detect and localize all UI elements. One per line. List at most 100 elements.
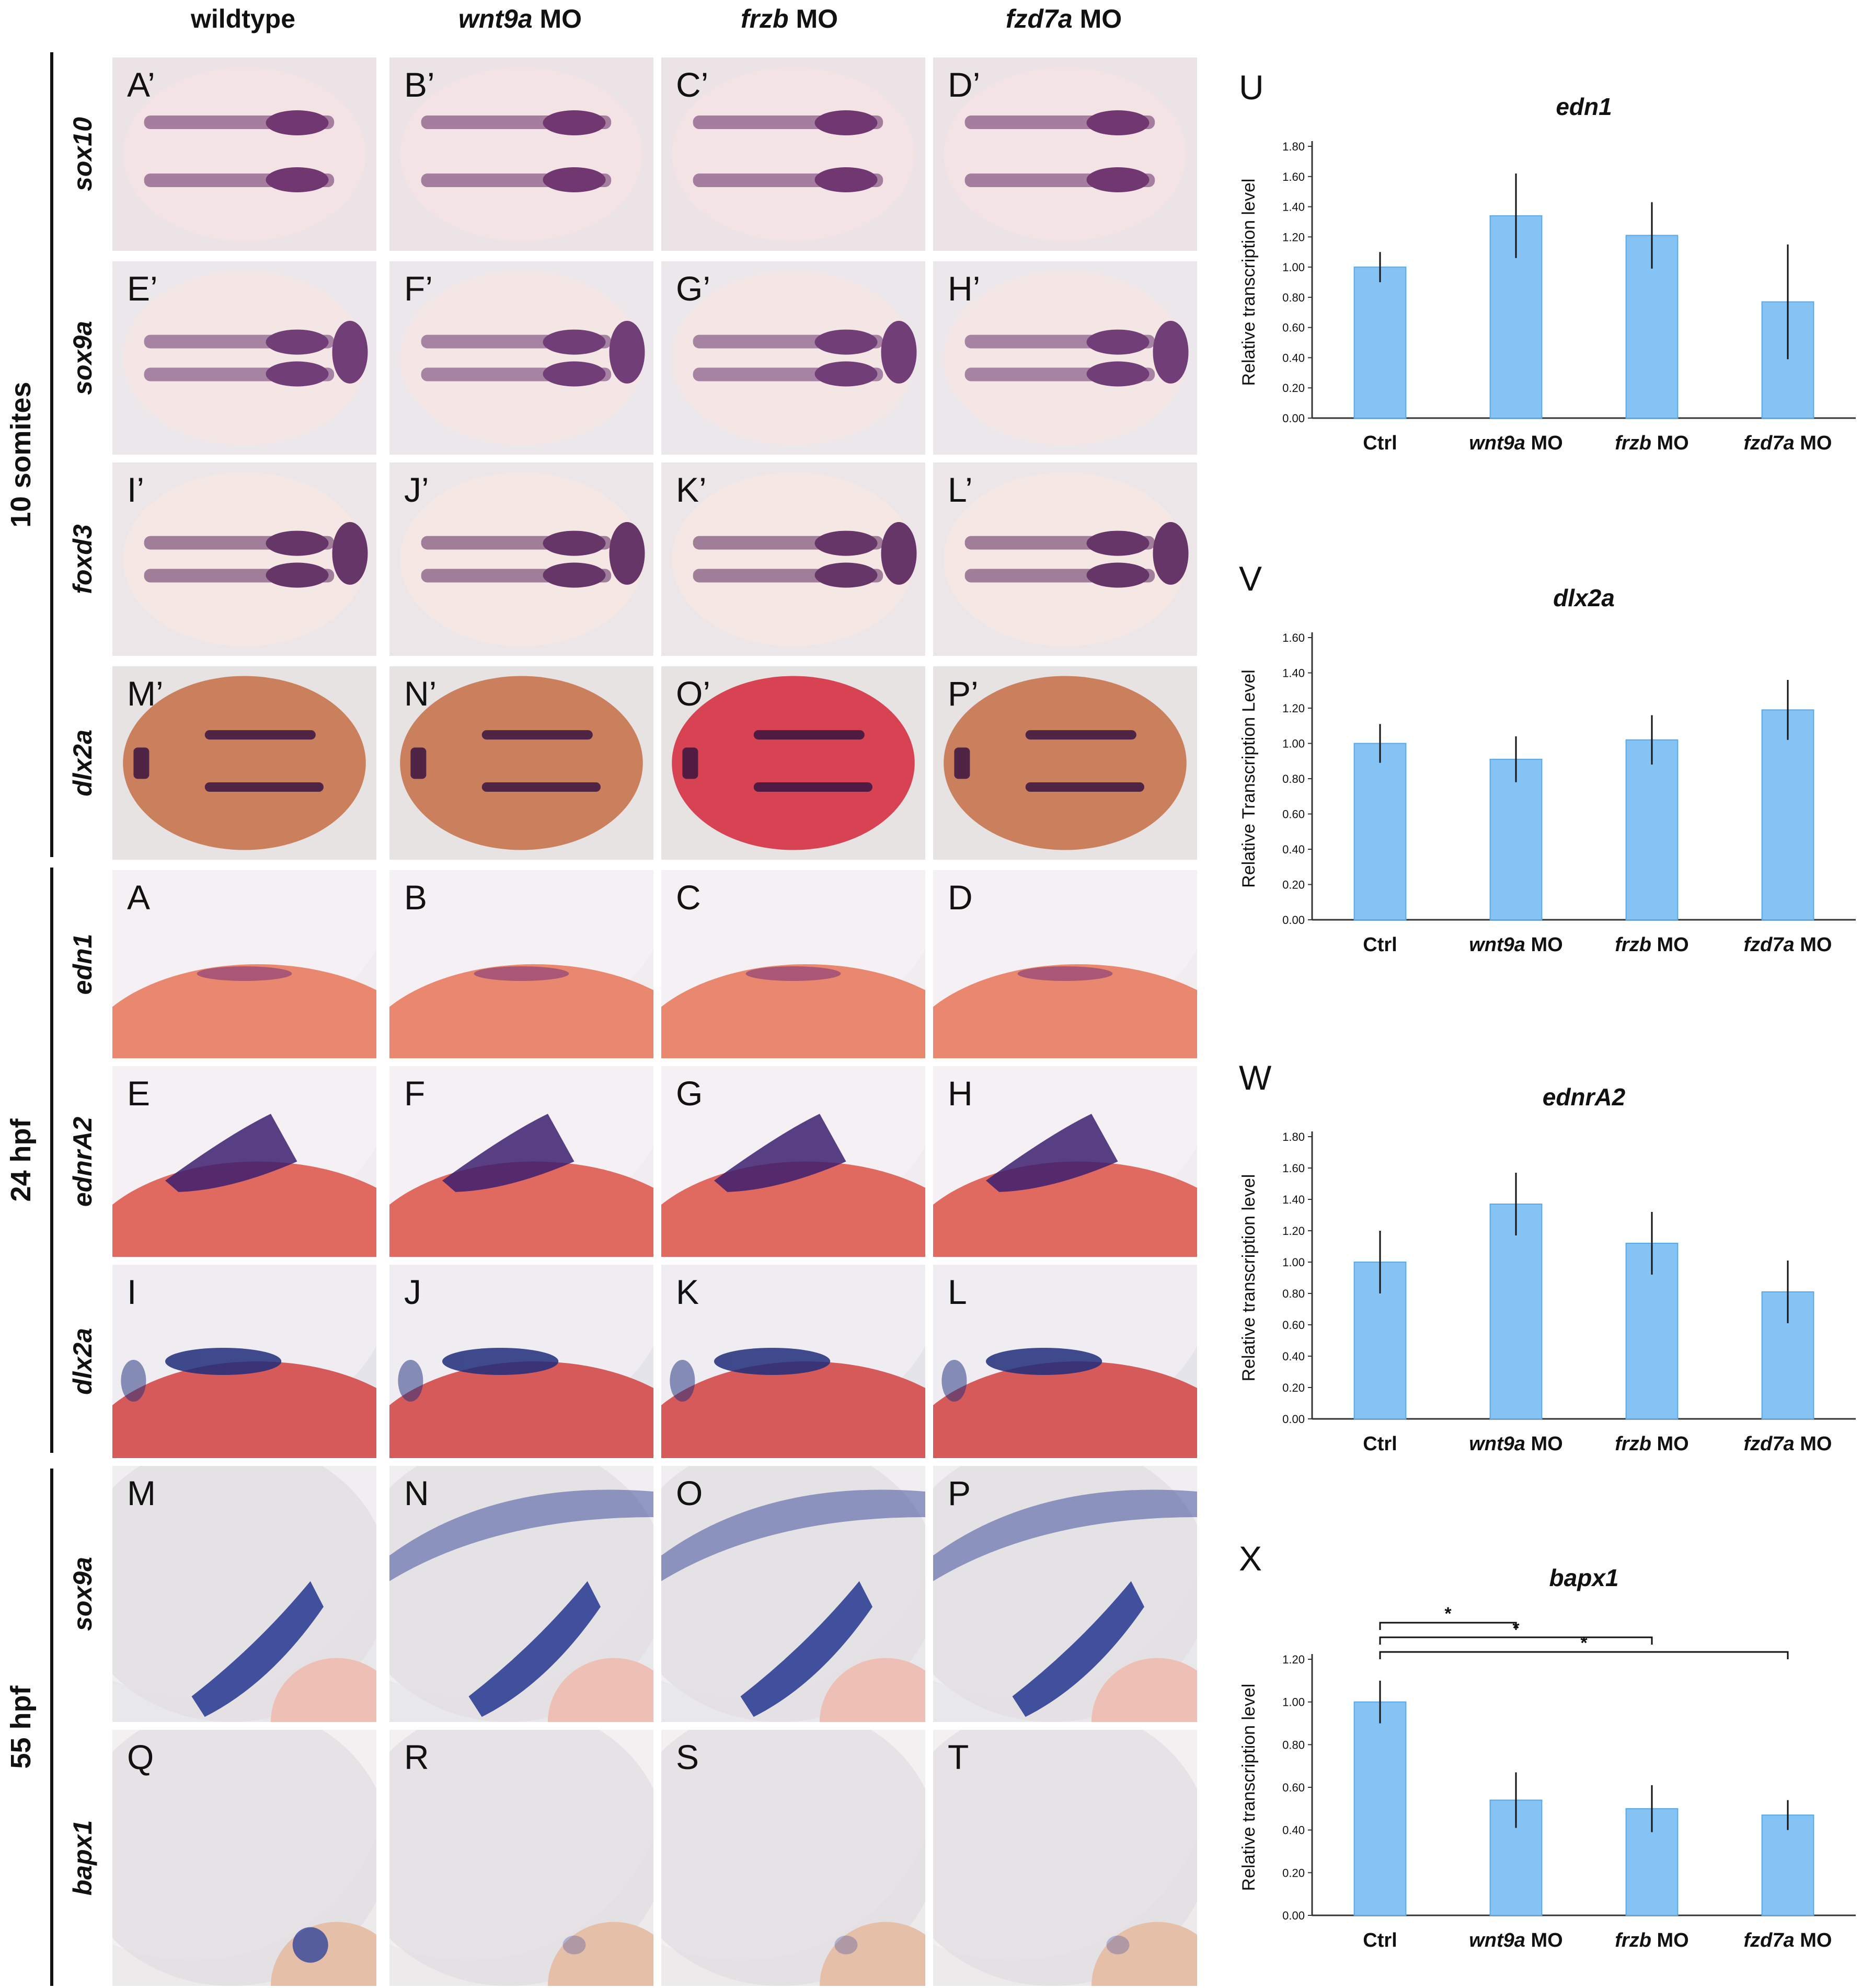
- y-tick-label: 0.00: [1282, 1909, 1305, 1922]
- embryo-illustration: [112, 1066, 376, 1257]
- panel-label: C: [676, 878, 701, 917]
- chart-panel-letter: U: [1239, 68, 1264, 107]
- y-axis-label: Relative transcription level: [1239, 179, 1259, 386]
- embryo-illustration: [389, 1730, 653, 1986]
- bar: [1761, 1814, 1814, 1916]
- row-label-ednra2: ednrA2: [68, 1116, 97, 1207]
- in-situ-image-panel: F: [389, 1066, 653, 1257]
- chart-panel-letter: W: [1239, 1058, 1272, 1097]
- column-header-wildtype: wildtype: [190, 4, 296, 33]
- panel-label: P: [948, 1474, 971, 1512]
- embryo-illustration: [389, 1265, 653, 1458]
- y-tick-label: 0.20: [1282, 879, 1305, 892]
- panel-label: B: [404, 878, 428, 917]
- bar: [1353, 743, 1407, 920]
- embryo-illustration: [661, 1466, 925, 1722]
- y-tick-label: 0.60: [1282, 808, 1305, 821]
- in-situ-image-panel: F’: [389, 261, 653, 455]
- in-situ-image-panel: D’: [933, 57, 1197, 251]
- column-header-fzd7a: fzd7a MO: [1005, 4, 1122, 33]
- embryo-illustration: [661, 1066, 925, 1257]
- panel-label: E’: [127, 269, 158, 308]
- row-label-dlx2a-24hpf: dlx2a: [68, 1328, 97, 1395]
- embryo-illustration: [933, 463, 1197, 656]
- y-tick-label: 1.40: [1282, 667, 1305, 680]
- significance-bracket: [1379, 1636, 1653, 1645]
- embryo-illustration: [112, 463, 376, 656]
- y-tick-label: 0.00: [1282, 914, 1305, 927]
- x-tick-label: frzb MO: [1615, 934, 1688, 956]
- y-tick-label: 1.20: [1282, 702, 1305, 715]
- chart-title: edn1: [1556, 93, 1612, 120]
- row-label-foxd3: foxd3: [68, 524, 97, 594]
- in-situ-image-panel: A: [112, 870, 376, 1058]
- x-tick-label: wnt9a MO: [1469, 934, 1562, 956]
- in-situ-image-panel: L: [933, 1265, 1197, 1458]
- panel-label: F’: [404, 269, 433, 308]
- embryo-illustration: [112, 666, 376, 860]
- y-axis-label: Relative transcription level: [1239, 1174, 1259, 1382]
- y-tick-label: 0.60: [1282, 321, 1305, 334]
- y-tick-label: 1.20: [1282, 1653, 1305, 1666]
- row-label-dlx2a: dlx2a: [68, 730, 97, 796]
- bar: [1489, 1204, 1543, 1419]
- y-tick-label: 0.40: [1282, 1824, 1305, 1837]
- y-tick-label: 1.20: [1282, 1224, 1305, 1238]
- panel-label: H: [948, 1074, 973, 1113]
- bar: [1761, 709, 1814, 920]
- in-situ-image-panel: Q: [112, 1730, 376, 1986]
- in-situ-image-panel: G’: [661, 261, 925, 455]
- in-situ-image-panel: C: [661, 870, 925, 1058]
- stage-label-10-somites: 10 somites: [5, 382, 37, 528]
- in-situ-image-panel: K: [661, 1265, 925, 1458]
- panel-label: P’: [948, 674, 979, 713]
- panel-label: C’: [676, 65, 709, 104]
- panel-label: O: [676, 1474, 703, 1512]
- panel-label: L: [948, 1273, 967, 1311]
- bar: [1353, 1701, 1407, 1916]
- panel-label: J: [404, 1273, 421, 1311]
- y-tick-label: 1.00: [1282, 1256, 1305, 1269]
- panel-label: I: [127, 1273, 137, 1311]
- embryo-illustration: [933, 1730, 1197, 1986]
- in-situ-image-panel: N’: [389, 666, 653, 860]
- x-tick-label: frzb MO: [1615, 1433, 1688, 1455]
- x-tick-label: frzb MO: [1615, 432, 1688, 454]
- panel-label: J’: [404, 470, 429, 509]
- in-situ-image-panel: A’: [112, 57, 376, 251]
- column-header-frzb: frzb MO: [740, 4, 838, 33]
- in-situ-image-panel: E’: [112, 261, 376, 455]
- y-axis-label: Relative Transcription Level: [1239, 669, 1259, 888]
- y-axis-label: Relative transcription level: [1239, 1684, 1259, 1891]
- bar: [1489, 758, 1543, 920]
- in-situ-image-panel: K’: [661, 463, 925, 656]
- x-tick-label: fzd7a MO: [1744, 1433, 1832, 1455]
- y-tick-label: 0.00: [1282, 412, 1305, 425]
- embryo-illustration: [112, 1730, 376, 1986]
- embryo-illustration: [112, 1466, 376, 1722]
- y-tick-label: 1.60: [1282, 170, 1305, 183]
- in-situ-image-panel: O’: [661, 666, 925, 860]
- panel-label: E: [127, 1074, 151, 1113]
- panel-label: T: [948, 1738, 969, 1776]
- in-situ-image-panel: G: [661, 1066, 925, 1257]
- chart-title: ednrA2: [1543, 1083, 1626, 1111]
- in-situ-image-panel: T: [933, 1730, 1197, 1986]
- y-tick-label: 1.00: [1282, 261, 1305, 274]
- x-tick-label: fzd7a MO: [1744, 934, 1832, 956]
- panel-label: D: [948, 878, 973, 917]
- panel-label: G’: [676, 269, 710, 308]
- embryo-illustration: [661, 1265, 925, 1458]
- embryo-illustration: [112, 57, 376, 251]
- panel-label: S: [676, 1738, 699, 1776]
- y-tick-label: 1.00: [1282, 1696, 1305, 1709]
- y-tick-label: 0.20: [1282, 1866, 1305, 1879]
- row-label-edn1: edn1: [68, 933, 97, 995]
- embryo-illustration: [389, 1466, 653, 1722]
- embryo-illustration: [389, 870, 653, 1058]
- y-tick-label: 1.60: [1282, 631, 1305, 644]
- panel-label: F: [404, 1074, 426, 1113]
- in-situ-image-panel: M: [112, 1466, 376, 1722]
